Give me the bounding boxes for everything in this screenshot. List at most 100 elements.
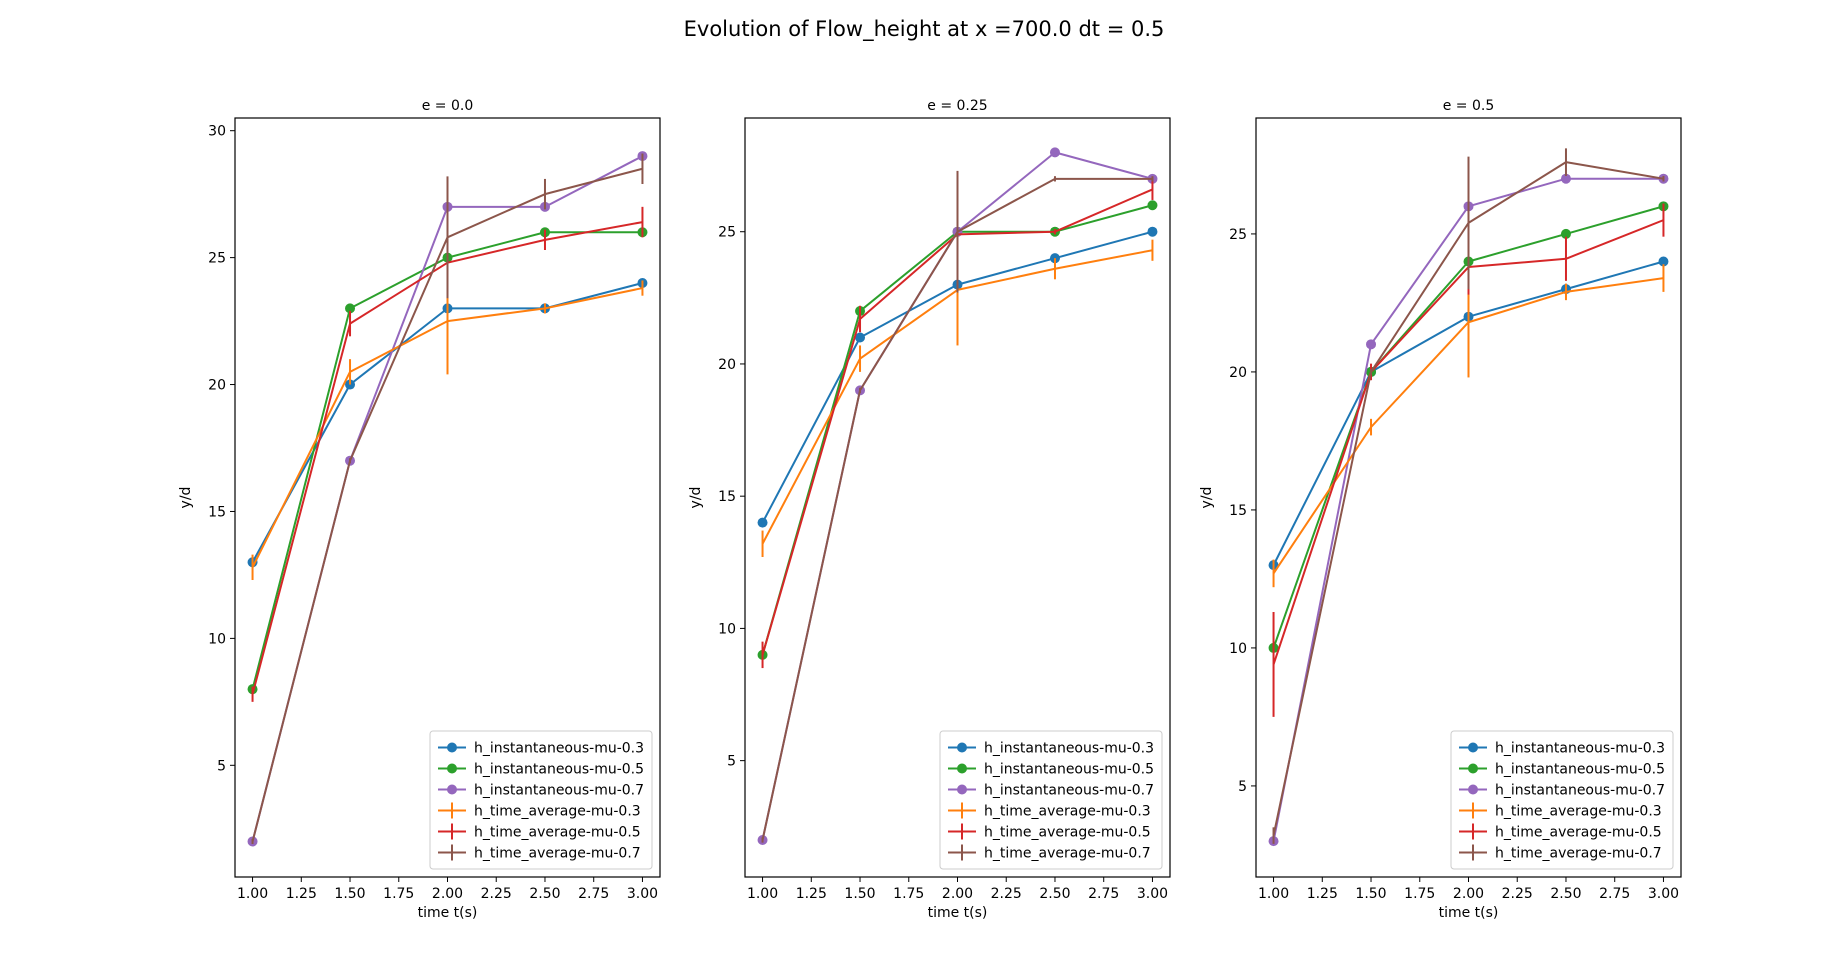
y-tick-label: 25: [208, 251, 226, 267]
data-point: [345, 303, 356, 314]
x-tick-label: 3.00: [1137, 886, 1168, 902]
y-tick-label: 10: [1229, 641, 1247, 657]
x-tick-label: 3.00: [1648, 886, 1679, 902]
x-tick-label: 2.75: [1599, 886, 1630, 902]
x-tick-label: 1.75: [1404, 886, 1435, 902]
y-axis-label: y/d: [688, 487, 704, 509]
subplot-1: e = 0.0 1.00 1.25 1.50 1.75 2.00 2.25 2.50 2.75 3…: [178, 98, 661, 921]
x-tick-label: 2.50: [1550, 886, 1581, 902]
legend-entry-label: h_instantaneous-mu-0.3: [984, 741, 1154, 757]
subplot-title: e = 0.25: [927, 98, 987, 114]
legend-entry-label: h_instantaneous-mu-0.7: [1495, 783, 1665, 799]
data-point: [855, 332, 866, 343]
y-axis-label: y/d: [178, 487, 194, 509]
subplot-2: e = 0.25 1.00 1.25 1.50 1.75 2.00 2.25 2.50 2.75…: [688, 98, 1171, 921]
legend-handle-marker: [447, 742, 457, 753]
legend-entry-label: h_time_average-mu-0.7: [984, 846, 1151, 862]
data-point: [757, 517, 768, 528]
axes-frame: [1255, 117, 1682, 878]
legend-handle-marker: [1468, 784, 1478, 795]
y-tick-label: 10: [718, 621, 736, 637]
x-axis-label: time t(s): [1439, 905, 1499, 921]
legend-entry-label: h_time_average-mu-0.3: [474, 804, 641, 820]
x-tick-label: 1.00: [237, 886, 268, 902]
legend-handle-marker: [957, 763, 967, 774]
x-tick-label: 1.00: [747, 886, 778, 902]
subplot-3: e = 0.5 1.00 1.25 1.50 1.75 2.00 2.25 2.50 2.75 3…: [1199, 98, 1682, 921]
data-point: [1560, 228, 1571, 239]
x-tick-label: 1.25: [1307, 886, 1338, 902]
x-tick-label: 2.00: [1453, 886, 1484, 902]
y-tick-label: 20: [208, 378, 226, 394]
data-point: [1366, 339, 1377, 350]
legend: h_instantaneous-mu-0.3 h_instantaneous-mu…: [429, 730, 653, 870]
x-tick-label: 1.00: [1258, 886, 1289, 902]
x-tick-label: 2.50: [529, 886, 560, 902]
y-tick-label: 5: [1238, 779, 1247, 795]
data-point: [1147, 226, 1158, 237]
data-point: [1049, 147, 1060, 158]
legend-handle-marker: [447, 784, 457, 795]
legend: h_instantaneous-mu-0.3 h_instantaneous-mu…: [1450, 730, 1674, 870]
legend-handle-marker: [447, 763, 457, 774]
y-tick-label: 15: [208, 504, 226, 520]
legend-entry-label: h_time_average-mu-0.5: [474, 825, 641, 841]
legend-box: [1450, 730, 1674, 870]
x-tick-label: 2.75: [578, 886, 609, 902]
legend-box: [429, 730, 653, 870]
legend-box: [939, 730, 1163, 870]
x-axis-label: time t(s): [418, 905, 478, 921]
series-h_time_average-mu-0.7: [1272, 148, 1665, 844]
y-tick-label: 5: [727, 754, 736, 770]
x-tick-label: 1.25: [286, 886, 317, 902]
legend-entry-label: h_instantaneous-mu-0.3: [1495, 741, 1665, 757]
x-tick-label: 2.25: [481, 886, 512, 902]
legend-entry-label: h_instantaneous-mu-0.5: [1495, 762, 1665, 778]
legend-handle-marker: [1468, 763, 1478, 774]
legend-entry-label: h_instantaneous-mu-0.7: [984, 783, 1154, 799]
x-tick-label: 2.75: [1088, 886, 1119, 902]
x-tick-label: 3.00: [627, 886, 658, 902]
data-point: [1147, 200, 1158, 211]
x-tick-label: 2.50: [1039, 886, 1070, 902]
y-tick-label: 5: [217, 758, 226, 774]
y-tick-label: 30: [208, 124, 226, 140]
axes-frame: [744, 117, 1171, 878]
x-tick-label: 1.50: [334, 886, 365, 902]
y-tick-label: 20: [1229, 365, 1247, 381]
series-h_time_average-mu-0.7: [251, 153, 644, 844]
legend-entry-label: h_time_average-mu-0.7: [474, 846, 641, 862]
x-tick-label: 2.25: [1502, 886, 1533, 902]
x-tick-label: 1.50: [844, 886, 875, 902]
legend-entry-label: h_instantaneous-mu-0.7: [474, 783, 644, 799]
legend-handle-marker: [957, 784, 967, 795]
x-tick-label: 1.25: [796, 886, 827, 902]
legend-handle-marker: [957, 742, 967, 753]
legend: h_instantaneous-mu-0.3 h_instantaneous-mu…: [939, 730, 1163, 870]
legend-entry-label: h_time_average-mu-0.7: [1495, 846, 1662, 862]
x-tick-label: 1.50: [1355, 886, 1386, 902]
legend-entry-label: h_time_average-mu-0.3: [1495, 804, 1662, 820]
y-tick-label: 25: [718, 225, 736, 241]
legend-handle-marker: [1468, 742, 1478, 753]
subplot-grid: e = 0.0 1.00 1.25 1.50 1.75 2.00 2.25 2.50 2.75 3…: [178, 98, 1682, 921]
y-tick-label: 10: [208, 631, 226, 647]
legend-entry-label: h_time_average-mu-0.5: [1495, 825, 1662, 841]
subplot-title: e = 0.0: [422, 98, 474, 114]
y-tick-label: 15: [718, 489, 736, 505]
y-tick-label: 20: [718, 357, 736, 373]
y-tick-label: 25: [1229, 227, 1247, 243]
legend-entry-label: h_instantaneous-mu-0.5: [984, 762, 1154, 778]
x-axis-label: time t(s): [928, 905, 988, 921]
x-tick-label: 2.25: [991, 886, 1022, 902]
subplot-title: e = 0.5: [1443, 98, 1495, 114]
legend-entry-label: h_time_average-mu-0.3: [984, 804, 1151, 820]
x-tick-label: 2.00: [942, 886, 973, 902]
x-tick-label: 1.75: [383, 886, 414, 902]
data-point: [1560, 173, 1571, 184]
series-h_time_average-mu-0.7: [761, 170, 1154, 843]
legend-entry-label: h_time_average-mu-0.5: [984, 825, 1151, 841]
legend-entry-label: h_instantaneous-mu-0.3: [474, 741, 644, 757]
data-point: [1658, 256, 1669, 267]
